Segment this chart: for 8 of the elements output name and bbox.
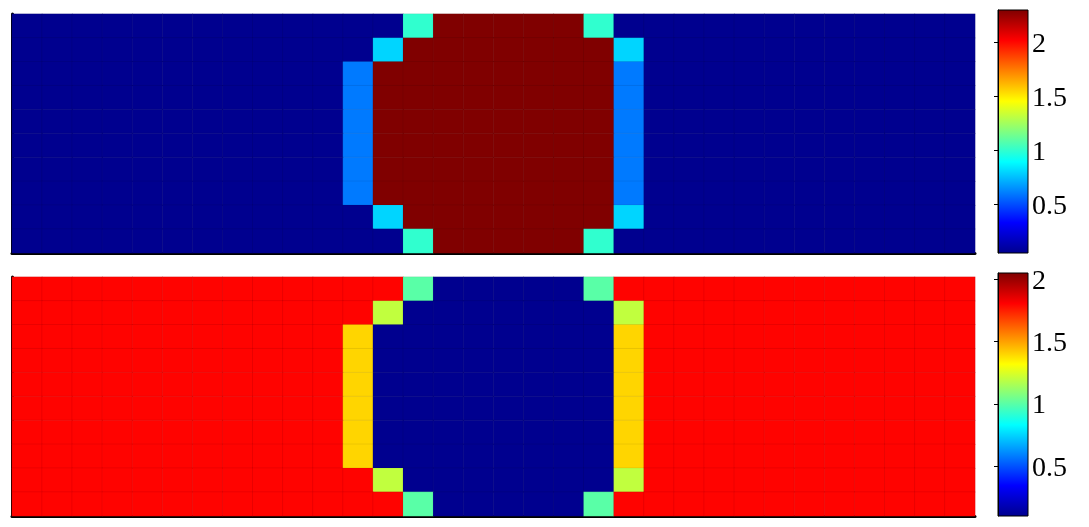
color-bar-label: 1.5 [1032,80,1067,112]
color-bar-label: 1.5 [1032,326,1067,358]
color-bar-label: 2 [1032,26,1046,58]
color-bar-label: 2 [1032,263,1046,295]
color-bar-label: 1 [1032,134,1046,166]
color-bar-label: 0.5 [1032,188,1067,220]
color-bar-label: 1 [1032,388,1046,420]
color-bar-label: 0.5 [1032,450,1067,482]
